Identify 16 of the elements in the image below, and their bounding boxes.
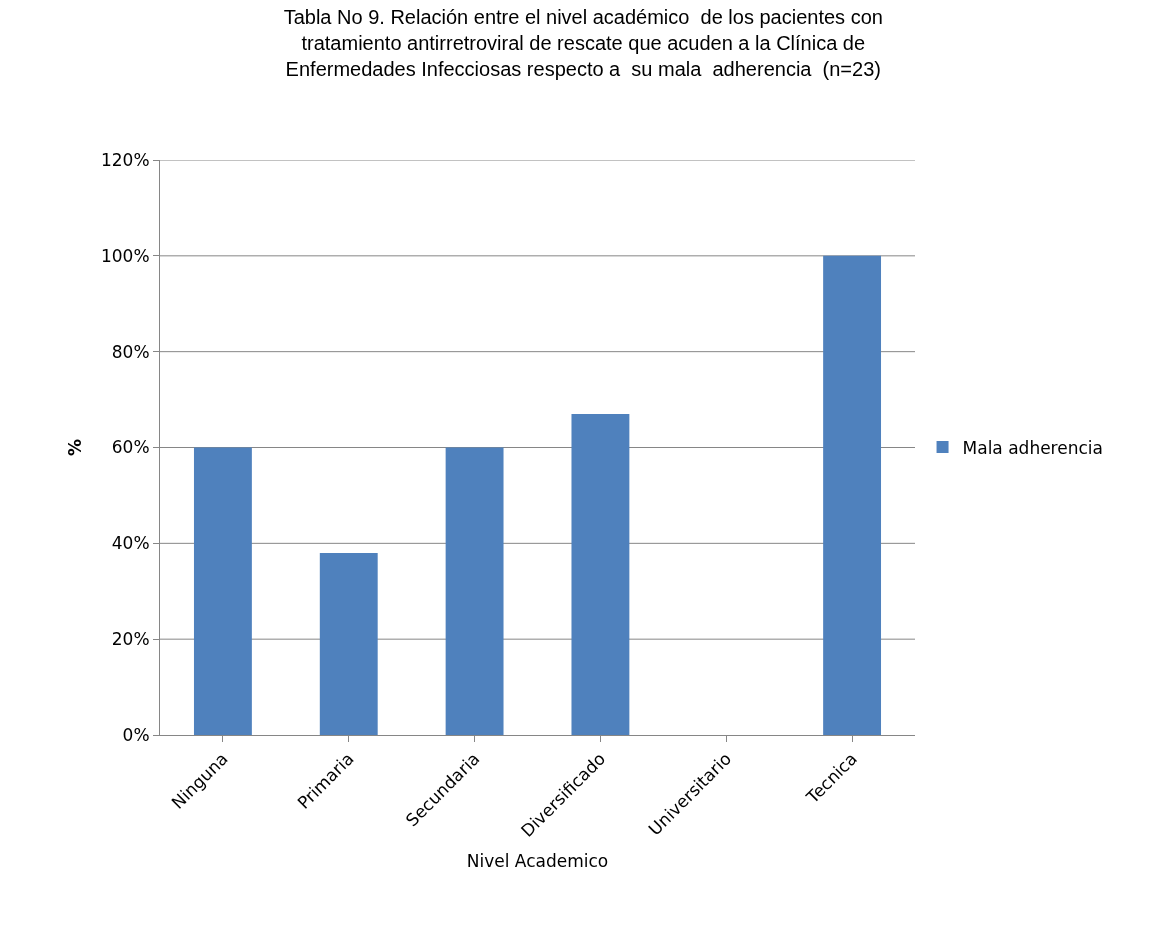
bar — [571, 413, 630, 735]
x-axis-title: Nivel Academico — [466, 851, 609, 872]
bar — [823, 255, 882, 735]
y-tick-label: 0% — [122, 724, 150, 745]
bar — [319, 552, 378, 735]
y-tick-label: 100% — [100, 245, 150, 266]
y-tick-label: 80% — [111, 341, 150, 362]
legend-label: Mala adherencia — [962, 437, 1103, 458]
y-axis-title: % — [64, 438, 85, 457]
bar — [193, 447, 252, 735]
bar — [445, 447, 504, 735]
y-tick-label: 40% — [111, 533, 150, 554]
chart-title: Tabla No 9. Relación entre el nivel académico de los pacientes con tratamiento antirretroviral de rescate que acuden a la Clínica de Enfermedades Infecciosas respecto a su mala adherencia (n=23) — [283, 5, 883, 80]
y-tick-label: 60% — [111, 437, 150, 458]
y-tick-label: 20% — [111, 629, 150, 650]
y-tick-label: 120% — [100, 149, 150, 170]
